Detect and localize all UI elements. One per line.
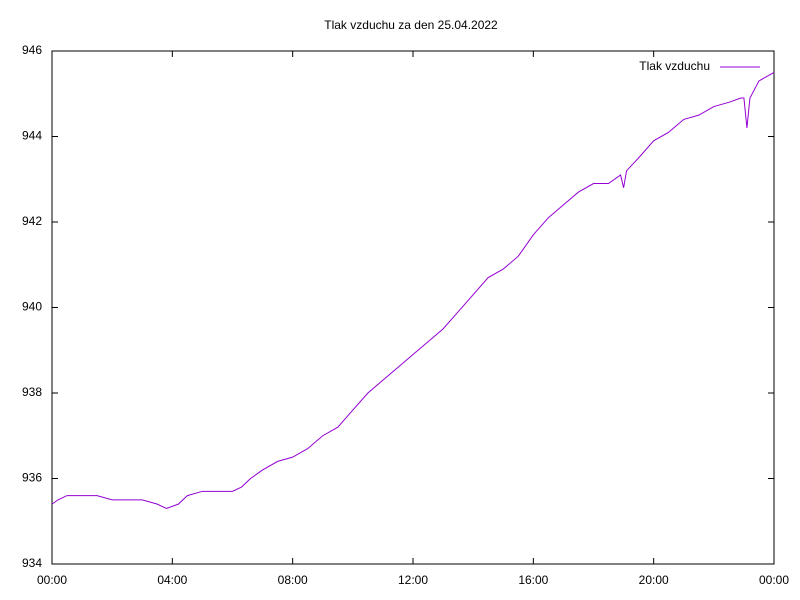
x-tick-label: 00:00 <box>37 573 67 587</box>
x-tick-label: 00:00 <box>759 573 789 587</box>
legend-label: Tlak vzduchu <box>639 59 710 73</box>
y-tick-label: 938 <box>22 385 42 399</box>
data-line <box>51 71 775 509</box>
y-tick-label: 944 <box>22 129 42 143</box>
y-tick-label: 936 <box>22 471 42 485</box>
y-tick-label: 942 <box>22 214 42 228</box>
x-tick-label: 20:00 <box>639 573 669 587</box>
y-tick-label: 946 <box>22 43 42 57</box>
x-tick-label: 16:00 <box>518 573 548 587</box>
plot-border <box>51 50 775 565</box>
y-tick-label: 934 <box>22 556 42 570</box>
x-tick-label: 04:00 <box>157 573 187 587</box>
chart-title: Tlak vzduchu za den 25.04.2022 <box>324 18 498 32</box>
x-tick-label: 08:00 <box>278 573 308 587</box>
x-tick-label: 12:00 <box>398 573 428 587</box>
y-tick-label: 940 <box>22 300 42 314</box>
